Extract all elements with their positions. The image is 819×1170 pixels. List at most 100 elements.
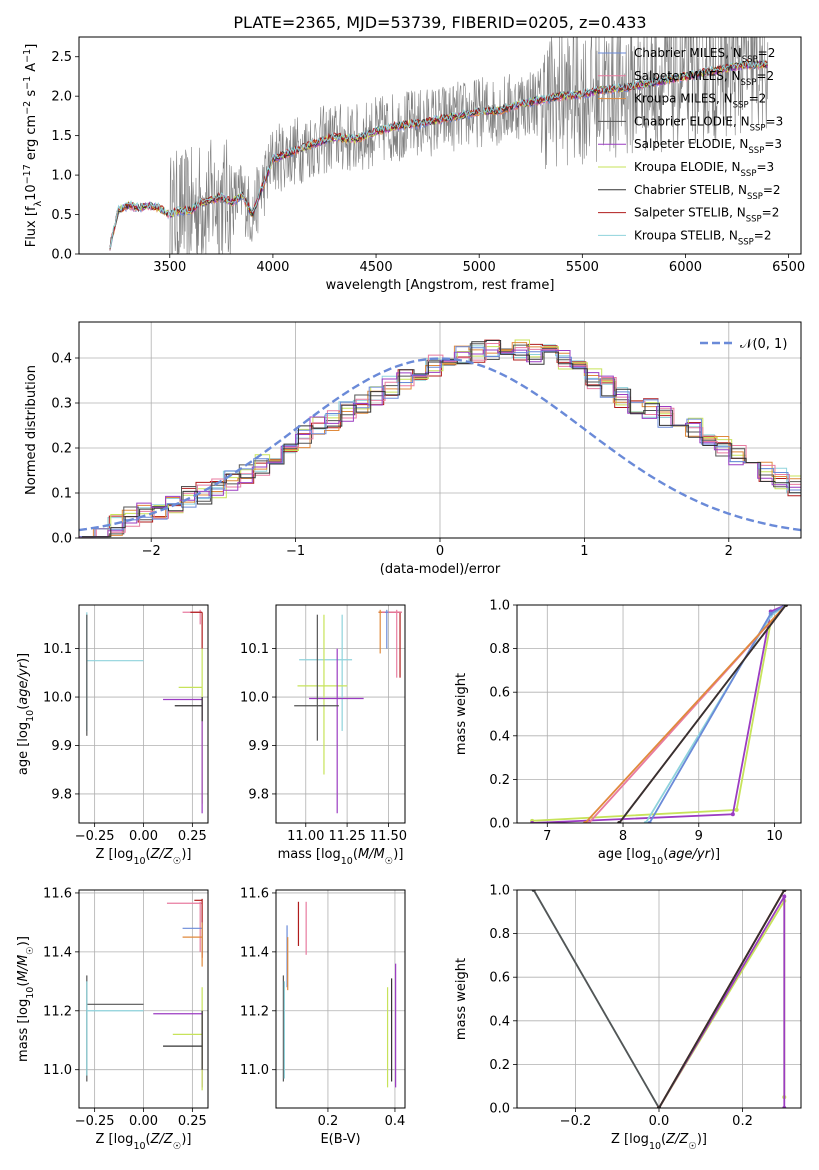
legend-entry: Chabrier ELODIE, NSSP=3: [634, 114, 783, 133]
legend-entry: Salpeter STELIB, NSSP=2: [634, 206, 779, 225]
y-tick-label: 0.0: [51, 532, 72, 547]
x-tick-label: 0.4: [385, 1114, 406, 1129]
histogram-darkgrey: [80, 343, 801, 538]
x-tick-label: 9: [695, 829, 703, 844]
mass_vs_Z-frame: [78, 889, 209, 1109]
y-tick-label: 0.4: [489, 1014, 510, 1029]
x-tick-label: −0.25: [75, 829, 115, 844]
x-tick-label: 0.00: [129, 829, 158, 844]
legend-entry: Salpeter MILES, NSSP=2: [634, 69, 774, 88]
x-tick-label: 11.00: [287, 829, 324, 844]
x-tick-label: 0.0: [649, 1114, 670, 1129]
weight-point-purple: [730, 812, 735, 817]
x-axis-label: (data-model)/error: [380, 562, 501, 577]
normal-curve: [79, 357, 801, 532]
y-tick-label: 0.6: [489, 971, 510, 986]
y-tick-label: 0.6: [489, 686, 510, 701]
y-tick-label: 11.2: [43, 1004, 72, 1019]
x-tick-label: 3500: [153, 260, 186, 275]
x-tick-label: 6500: [772, 260, 805, 275]
x-tick-label: 8: [619, 829, 627, 844]
y-tick-label: 11.4: [43, 945, 72, 960]
y-tick-label: 0.8: [489, 927, 510, 942]
y-tick-label: 0.0: [489, 1102, 510, 1117]
y-tick-label: 11.4: [240, 945, 269, 960]
x-tick-label: −1: [286, 544, 305, 559]
y-tick-label: 10.1: [240, 642, 269, 657]
spectrum-frame: [78, 36, 802, 255]
figure-title: PLATE=2365, MJD=53739, FIBERID=0205, z=0…: [233, 13, 646, 32]
age_vs_Z-frame: [78, 604, 209, 824]
x-tick-label: 6000: [669, 260, 702, 275]
plot-layer: 3500 4000 4500 5000 5500 6000 6500 0.0 0.5 1.0 1.5…: [16, 36, 805, 1152]
age_vs_mass-axes: 11.00 11.25 11.50 9.8 9.9 10.0 10.1: [240, 605, 407, 844]
y-axis-label: Flux [fλ10−17 erg cm−2 s−1 A−1]: [22, 44, 44, 248]
y-axis-label: mass [log10(M/M☉)]: [16, 936, 36, 1062]
x-tick-label: 5000: [463, 260, 496, 275]
x-tick-label: 0.25: [178, 1114, 207, 1129]
y-tick-label: 1.0: [51, 169, 72, 184]
y-tick-label: 10.0: [240, 691, 269, 706]
x-tick-label: 0.25: [178, 829, 207, 844]
y-tick-label: 9.8: [248, 787, 269, 802]
y-axis-label: Normed distribution: [24, 365, 39, 495]
x-tick-label: −0.25: [75, 1114, 115, 1129]
x-tick-label: 10: [766, 829, 783, 844]
weight_vs_age-frame: [516, 604, 802, 824]
y-tick-label: 1.0: [489, 884, 510, 899]
x-tick-label: 2: [725, 544, 733, 559]
model-spectrum-cyan: [109, 59, 768, 249]
x-axis-label: E(B-V): [320, 1132, 360, 1147]
histogram-purple: [79, 349, 801, 538]
weight-point-purple: [782, 894, 787, 899]
weight-line-cyan: [644, 605, 787, 823]
y-tick-label: 2.0: [51, 90, 72, 105]
weight-point-lime: [734, 807, 739, 812]
legend-entry: Kroupa ELODIE, NSSP=3: [634, 160, 774, 179]
histogram-red: [80, 339, 801, 538]
y-tick-label: 10.1: [43, 642, 72, 657]
age_vs_mass-frame: [275, 604, 406, 824]
y-tick-label: 1.5: [51, 129, 72, 144]
y-tick-label: 0.0: [489, 817, 510, 832]
y-tick-label: 9.8: [51, 787, 72, 802]
mass_vs_ebv-axes: 0.2 0.4 11.0 11.2 11.4 11.6: [240, 886, 405, 1129]
histogram-cyan: [79, 344, 801, 538]
y-tick-label: 10.0: [43, 691, 72, 706]
x-tick-label: 0.2: [318, 1114, 339, 1129]
legend-entry: Chabrier MILES, NSSP=2: [634, 46, 775, 65]
weight_vs_age-axes: 7 8 9 10 0.0 0.2 0.4 0.6 0.8 1.0: [489, 599, 801, 844]
x-axis-label: Z [log10(Z/Z☉)]: [96, 847, 192, 867]
spectrum-axes: 3500 4000 4500 5000 5500 6000 6500 0.0 0.5 1.0 1.5…: [51, 50, 805, 275]
mass_vs_Z-axes: −0.25 0.00 0.25 11.0 11.2 11.4 11.6: [43, 886, 208, 1129]
x-tick-label: 4500: [360, 260, 393, 275]
y-tick-label: 2.5: [51, 50, 72, 65]
residuals-axes: −2 −1 0 1 2 0.0 0.1 0.2 0.3 0.4: [51, 322, 801, 559]
weight-line-black: [658, 890, 786, 1108]
model-spectrum-red: [109, 58, 768, 249]
legend-entry: Kroupa STELIB, NSSP=2: [634, 228, 772, 247]
weight_vs_Z-axes: −0.2 0.0 0.2 0.0 0.2 0.4 0.6 0.8 1.0: [489, 884, 801, 1129]
legend-entry: Salpeter ELODIE, NSSP=3: [634, 137, 782, 156]
weight-line-black: [618, 605, 787, 823]
y-tick-label: 0.2: [489, 773, 510, 788]
y-tick-label: 0.2: [489, 1058, 510, 1073]
y-tick-label: 0.4: [51, 352, 72, 367]
y-tick-label: 0.1: [51, 487, 72, 502]
x-tick-label: 5500: [566, 260, 599, 275]
x-tick-label: 0: [436, 544, 444, 559]
mass_vs_ebv-frame: [275, 889, 406, 1109]
x-axis-label: age [log10(age/yr)]: [598, 847, 720, 867]
weight-line-purple: [532, 605, 787, 823]
weight-point-blue: [768, 611, 773, 616]
x-tick-label: 0.2: [732, 1114, 753, 1129]
x-tick-label: 4000: [256, 260, 289, 275]
x-tick-label: −0.2: [560, 1114, 592, 1129]
age_vs_Z-axes: −0.25 0.00 0.25 9.8 9.9 10.0 10.1: [43, 605, 208, 844]
x-axis-label: Z [log10(Z/Z☉)]: [96, 1132, 192, 1152]
x-axis-label: Z [log10(Z/Z☉)]: [611, 1132, 707, 1152]
x-tick-label: 0.00: [129, 1114, 158, 1129]
y-tick-label: 9.9: [248, 739, 269, 754]
y-tick-label: 1.0: [489, 599, 510, 614]
x-axis-label: wavelength [Angstrom, rest frame]: [326, 278, 555, 293]
